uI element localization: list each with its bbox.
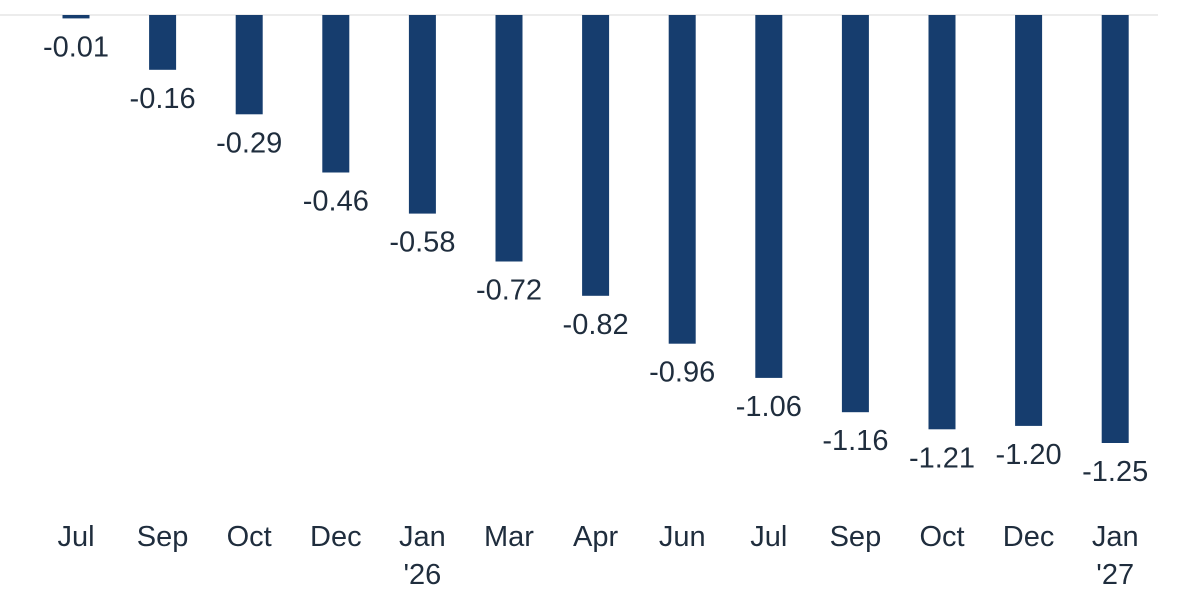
x-tick-label-4: Jan	[399, 521, 446, 553]
x-tick-label-6: Apr	[573, 521, 618, 553]
x-tick-label-10: Oct	[919, 521, 964, 553]
bar-0	[62, 15, 90, 19]
value-label-2: -0.29	[216, 127, 282, 159]
bar-11	[1015, 15, 1043, 426]
value-label-8: -1.06	[736, 391, 802, 423]
x-tick-label-7: Jun	[659, 521, 706, 553]
value-label-12: -1.25	[1082, 456, 1148, 488]
value-label-6: -0.82	[563, 309, 629, 341]
value-label-4: -0.58	[389, 227, 455, 259]
value-label-1: -0.16	[130, 83, 196, 115]
value-label-9: -1.16	[822, 425, 888, 457]
x-tick-label-0: Jul	[57, 521, 94, 553]
x-tick-label-11: Dec	[1003, 521, 1055, 553]
value-label-10: -1.21	[909, 442, 975, 474]
value-label-0: -0.01	[43, 31, 109, 63]
x-tick-label-12: Jan	[1092, 521, 1139, 553]
bar-3	[322, 15, 350, 173]
x-axis-labels-group: Jul Sep Oct Dec Jan '26 Mar Apr Jun Jul Sep Oct Dec J…	[57, 521, 1138, 591]
x-tick-label-12-year: '27	[1096, 559, 1134, 591]
bar-7	[668, 15, 696, 344]
bar-6	[582, 15, 610, 296]
bar-10	[928, 15, 956, 430]
bar-5	[495, 15, 523, 262]
x-tick-label-4-year: '26	[404, 559, 442, 591]
bar-12	[1101, 15, 1129, 443]
bar-1	[149, 15, 177, 70]
bars-group	[62, 15, 1129, 443]
x-tick-label-1: Sep	[137, 521, 189, 553]
value-label-5: -0.72	[476, 275, 542, 307]
bar-9	[841, 15, 869, 413]
value-labels-group: -0.01 -0.16 -0.29 -0.46 -0.58 -0.72 -0.82 -0.96…	[43, 31, 1148, 488]
value-label-3: -0.46	[303, 186, 369, 218]
x-tick-label-5: Mar	[484, 521, 534, 553]
x-tick-label-8: Jul	[750, 521, 787, 553]
bar-2	[235, 15, 263, 115]
bar-4	[408, 15, 436, 214]
value-label-7: -0.96	[649, 357, 715, 389]
x-tick-label-3: Dec	[310, 521, 362, 553]
x-tick-label-2: Oct	[227, 521, 272, 553]
value-label-11: -1.20	[996, 439, 1062, 471]
bar-8	[755, 15, 783, 378]
x-tick-label-9: Sep	[830, 521, 882, 553]
